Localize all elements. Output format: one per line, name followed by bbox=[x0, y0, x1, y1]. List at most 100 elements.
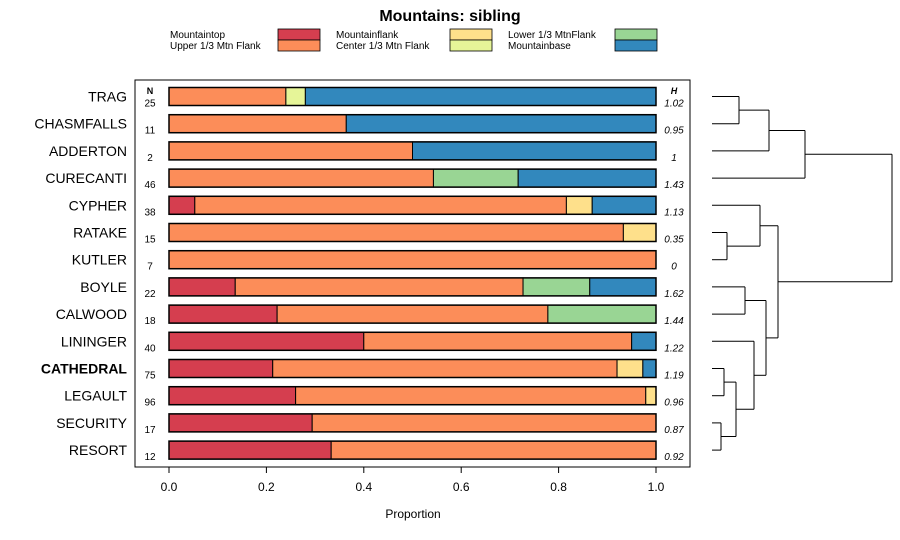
n-value: 40 bbox=[144, 343, 156, 354]
bar-segment bbox=[168, 440, 332, 460]
x-tick-label: 0.8 bbox=[550, 480, 567, 494]
bar-segment bbox=[168, 359, 274, 378]
bar-outline bbox=[168, 331, 657, 352]
x-tick-label: 0.4 bbox=[355, 480, 372, 494]
n-value: 25 bbox=[144, 99, 156, 110]
row-label: LININGER bbox=[61, 333, 127, 349]
bar-segment bbox=[168, 168, 434, 188]
bar-segment bbox=[168, 87, 287, 106]
bar-segment bbox=[272, 359, 618, 378]
bar-segment bbox=[234, 277, 524, 297]
bar-segment bbox=[363, 331, 633, 351]
n-value: 46 bbox=[144, 180, 156, 191]
bar-outline bbox=[168, 249, 657, 270]
bar-segment bbox=[517, 168, 657, 188]
legend-swatch bbox=[277, 39, 321, 52]
n-value: 96 bbox=[144, 398, 156, 409]
h-value: 1.43 bbox=[664, 180, 684, 191]
bar-outline bbox=[168, 113, 657, 134]
bar-outline bbox=[168, 195, 657, 216]
bar-segment bbox=[168, 386, 297, 406]
bar-segment bbox=[589, 277, 657, 297]
plot-panel: N H 25 1.02 11 0.95 2 1 46 1.43 38 1.13 15 0.35 7 0 22 1.… bbox=[134, 79, 691, 468]
legend-swatch bbox=[614, 39, 658, 52]
bar-segment bbox=[345, 114, 657, 134]
h-value: 0 bbox=[671, 262, 677, 273]
bar-segment bbox=[642, 359, 657, 378]
legend-label: Mountainflank bbox=[336, 30, 399, 41]
chart-title: Mountains: sibling bbox=[379, 8, 520, 25]
n-value: 22 bbox=[144, 289, 156, 300]
bar-segment bbox=[412, 141, 657, 161]
bar-outline bbox=[168, 86, 657, 107]
row-label: KUTLER bbox=[72, 252, 127, 268]
row-label: BOYLE bbox=[80, 279, 127, 295]
bar-segment bbox=[168, 223, 624, 242]
bar-segment bbox=[285, 87, 306, 106]
bar-segment bbox=[168, 195, 196, 215]
bar-segment bbox=[616, 359, 644, 378]
h-value: 0.96 bbox=[664, 398, 684, 409]
bar-segment bbox=[311, 413, 657, 433]
x-tick-label: 0.6 bbox=[453, 480, 470, 494]
x-axis: 0.0 0.2 0.4 0.6 0.8 1.0 bbox=[161, 467, 665, 494]
legend-label: Upper 1/3 Mtn Flank bbox=[170, 41, 262, 52]
bar-outline bbox=[168, 277, 657, 297]
row-label: CHASMFALLS bbox=[34, 116, 127, 132]
bar-segment bbox=[591, 195, 657, 215]
n-value: 11 bbox=[145, 126, 156, 137]
bar-segment bbox=[547, 304, 657, 324]
bar-outline bbox=[168, 413, 657, 433]
plot-frame bbox=[134, 79, 691, 468]
x-tick-label: 0.0 bbox=[161, 480, 178, 494]
n-value: 18 bbox=[144, 316, 156, 327]
row-label: ADDERTON bbox=[49, 143, 127, 159]
bar-segment bbox=[168, 114, 347, 134]
n-value: 12 bbox=[144, 452, 156, 463]
dendrogram bbox=[712, 96, 893, 451]
row-label: LEGAULT bbox=[64, 388, 127, 404]
h-value: 0.87 bbox=[664, 425, 684, 436]
legend-swatch bbox=[449, 39, 493, 52]
h-value: 1.13 bbox=[664, 207, 684, 218]
n-value: 17 bbox=[144, 425, 156, 436]
x-tick-label: 1.0 bbox=[648, 480, 665, 494]
h-value: 1.44 bbox=[664, 316, 684, 327]
row-label: SECURITY bbox=[56, 415, 127, 431]
bar-outline bbox=[168, 358, 657, 379]
row-label: CALWOOD bbox=[56, 306, 127, 322]
bar-segment bbox=[168, 250, 657, 270]
h-value: 1.62 bbox=[664, 289, 684, 300]
bar-segment bbox=[565, 195, 593, 215]
row-label: RESORT bbox=[69, 442, 128, 458]
x-axis-title: Proportion bbox=[385, 507, 440, 521]
n-value: 2 bbox=[147, 153, 153, 164]
bar-segment bbox=[194, 195, 567, 215]
n-column-header: N bbox=[147, 86, 154, 96]
n-value: 15 bbox=[144, 235, 156, 246]
bar-segment bbox=[168, 413, 313, 433]
bar-outline bbox=[168, 168, 657, 188]
bar-outline bbox=[168, 141, 657, 161]
bar-outline bbox=[168, 222, 657, 243]
n-value: 38 bbox=[144, 207, 156, 218]
h-column-header: H bbox=[671, 86, 678, 96]
bars bbox=[168, 86, 657, 460]
h-value: 0.95 bbox=[664, 126, 684, 137]
h-value: 1.22 bbox=[664, 343, 684, 354]
legend-label: Center 1/3 Mtn Flank bbox=[336, 41, 430, 52]
h-value: 0.92 bbox=[664, 452, 684, 463]
legend-label: Mountainbase bbox=[508, 41, 571, 52]
bar-segment bbox=[622, 223, 657, 242]
bar-segment bbox=[295, 386, 647, 406]
row-label: CYPHER bbox=[69, 197, 127, 213]
row-label: RATAKE bbox=[73, 225, 127, 241]
legend-swatch bbox=[277, 28, 321, 41]
h-value: 0.35 bbox=[664, 235, 684, 246]
bar-segment bbox=[330, 440, 657, 460]
row-labels: TRAG CHASMFALLS ADDERTON CURECANTI CYPHER RAT… bbox=[34, 89, 127, 459]
bar-outline bbox=[168, 385, 657, 406]
bar-segment bbox=[168, 141, 413, 161]
bar-segment bbox=[522, 277, 591, 297]
